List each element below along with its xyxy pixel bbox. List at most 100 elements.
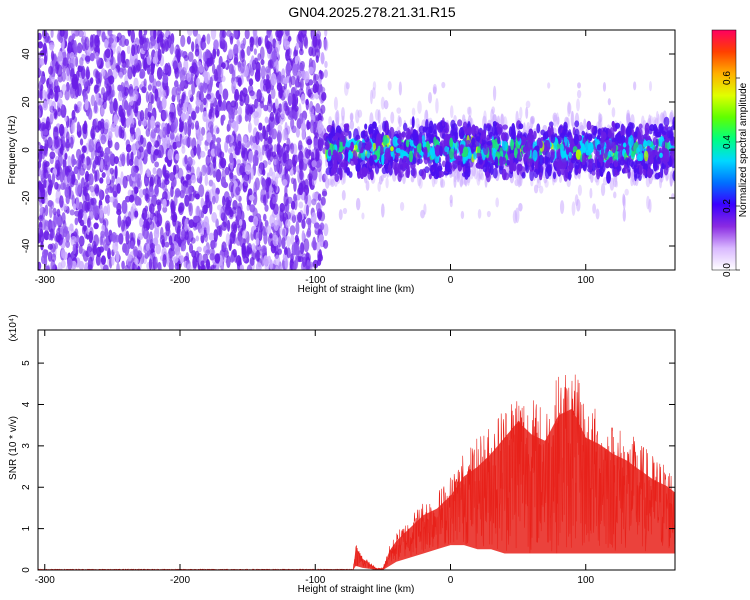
signal-blob bbox=[475, 136, 481, 142]
noise-blob bbox=[320, 196, 326, 206]
noise-blob bbox=[146, 64, 151, 75]
halo-blob bbox=[371, 87, 376, 100]
halo-blob bbox=[633, 81, 637, 91]
noise-blob bbox=[264, 204, 269, 212]
noise-blob bbox=[144, 177, 149, 185]
noise-blob bbox=[38, 51, 42, 60]
noise-blob bbox=[120, 113, 126, 125]
snr-x-label: Height of straight line (km) bbox=[298, 584, 415, 595]
noise-blob bbox=[43, 143, 49, 157]
noise-blob bbox=[92, 159, 97, 170]
noise-blob bbox=[284, 255, 289, 270]
signal-blob bbox=[665, 149, 670, 163]
noise-blob bbox=[82, 225, 87, 232]
noise-blob bbox=[94, 170, 98, 183]
noise-blob bbox=[196, 166, 201, 179]
halo-blob bbox=[338, 209, 343, 221]
noise-blob bbox=[80, 65, 86, 80]
noise-blob bbox=[226, 134, 232, 143]
signal-blob bbox=[339, 133, 344, 143]
signal-blob bbox=[547, 164, 552, 177]
noise-blob bbox=[246, 245, 251, 256]
noise-blob bbox=[250, 104, 256, 113]
signal-blob bbox=[401, 131, 407, 138]
signal-blob bbox=[346, 123, 350, 134]
halo-blob bbox=[324, 177, 330, 189]
noise-blob bbox=[298, 41, 302, 49]
signal-blob bbox=[402, 156, 406, 169]
noise-blob bbox=[224, 203, 231, 216]
noise-blob bbox=[157, 261, 162, 270]
noise-blob bbox=[162, 74, 169, 84]
noise-blob bbox=[233, 121, 239, 133]
signal-blob bbox=[429, 165, 434, 172]
noise-blob bbox=[199, 228, 205, 237]
noise-blob bbox=[129, 127, 135, 135]
signal-blob bbox=[538, 172, 543, 181]
noise-blob bbox=[48, 99, 54, 112]
signal-blob bbox=[487, 140, 493, 146]
signal-blob bbox=[364, 123, 368, 130]
noise-blob bbox=[145, 193, 150, 204]
noise-blob bbox=[56, 98, 63, 107]
noise-blob bbox=[213, 229, 218, 243]
noise-blob bbox=[295, 221, 300, 236]
signal-blob bbox=[336, 151, 343, 163]
signal-blob bbox=[591, 170, 596, 176]
noise-blob bbox=[267, 93, 272, 104]
noise-blob bbox=[116, 262, 120, 270]
noise-blob bbox=[219, 38, 226, 50]
noise-blob bbox=[157, 213, 162, 227]
signal-blob bbox=[438, 170, 442, 179]
noise-blob bbox=[264, 130, 269, 142]
signal-blob bbox=[327, 160, 333, 170]
noise-blob bbox=[282, 33, 287, 47]
noise-blob bbox=[188, 89, 193, 98]
noise-blob bbox=[202, 51, 208, 62]
noise-blob bbox=[133, 248, 139, 257]
noise-blob bbox=[269, 111, 275, 122]
noise-blob bbox=[279, 266, 283, 270]
noise-blob bbox=[162, 126, 167, 139]
signal-blob bbox=[334, 173, 340, 183]
noise-blob bbox=[39, 228, 44, 238]
noise-blob bbox=[126, 152, 130, 167]
noise-blob bbox=[114, 165, 118, 179]
noise-blob bbox=[249, 90, 255, 97]
noise-blob bbox=[118, 125, 123, 139]
signal-blob bbox=[665, 136, 670, 143]
noise-blob bbox=[64, 152, 68, 160]
noise-blob bbox=[205, 258, 210, 270]
noise-blob bbox=[152, 78, 157, 92]
noise-blob bbox=[39, 70, 44, 77]
noise-blob bbox=[219, 156, 224, 167]
signal-blob bbox=[621, 125, 626, 136]
noise-blob bbox=[206, 132, 213, 143]
signal-blob bbox=[516, 152, 521, 161]
noise-blob bbox=[229, 35, 234, 45]
noise-blob bbox=[87, 264, 93, 270]
noise-blob bbox=[313, 73, 317, 85]
noise-blob bbox=[193, 145, 197, 156]
noise-blob bbox=[221, 30, 227, 38]
noise-blob bbox=[175, 141, 182, 148]
signal-blob bbox=[568, 134, 573, 144]
noise-blob bbox=[200, 260, 205, 267]
halo-blob bbox=[624, 188, 629, 196]
halo-blob bbox=[425, 109, 429, 120]
noise-blob bbox=[203, 216, 209, 228]
halo-blob bbox=[432, 83, 437, 94]
noise-blob bbox=[210, 30, 217, 40]
noise-blob bbox=[270, 73, 277, 86]
noise-blob bbox=[101, 224, 106, 232]
signal-blob bbox=[591, 162, 596, 172]
noise-blob bbox=[188, 219, 195, 229]
noise-blob bbox=[100, 107, 105, 116]
noise-blob bbox=[187, 51, 194, 62]
noise-blob bbox=[154, 161, 160, 168]
noise-blob bbox=[166, 252, 170, 265]
halo-blob bbox=[370, 89, 373, 105]
noise-blob bbox=[202, 111, 208, 123]
noise-blob bbox=[236, 207, 241, 221]
noise-blob bbox=[230, 100, 237, 108]
